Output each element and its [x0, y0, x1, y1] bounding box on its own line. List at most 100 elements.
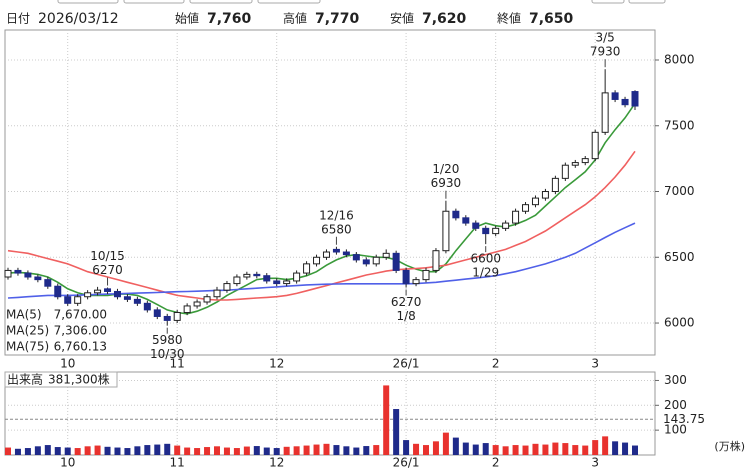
plot: 6000 6500 7000 7500 8000 10 10 11 11 12 12 26/1 26/1… [4, 30, 745, 470]
candle-body [512, 210, 520, 224]
volume-bar [214, 446, 220, 455]
volume-bar [522, 445, 529, 455]
legend-value: 6,760.13 [54, 340, 107, 354]
annotation-value: 6580 [321, 222, 352, 236]
volume-bar [512, 445, 519, 455]
volume-bar [602, 436, 609, 455]
y-tick-label: 6000 [664, 316, 695, 330]
volume-bar [582, 445, 589, 455]
candle-body [64, 296, 72, 304]
volume-bar [283, 446, 290, 455]
x-tick-label: 2 [492, 456, 500, 470]
volume-bar [552, 442, 559, 455]
volume-bar [333, 445, 340, 455]
candle-body [482, 227, 490, 235]
volume-bar [14, 448, 21, 455]
candle-body [472, 222, 480, 229]
candle-body [322, 251, 330, 258]
legend-value: 7,670.00 [54, 308, 107, 322]
candle-body [44, 279, 52, 287]
candle-body [104, 288, 112, 292]
candle-body [233, 276, 241, 285]
volume-bar [432, 441, 439, 455]
price-panel [4, 29, 656, 356]
volume-bar [134, 446, 141, 455]
candle-body [24, 272, 32, 278]
header-value: 7,760 [207, 11, 252, 27]
candle-body [263, 275, 271, 282]
volume-bar [313, 444, 320, 455]
date-label: 日付 [6, 12, 30, 26]
volume-bar [293, 446, 300, 455]
volume-bar [114, 447, 121, 455]
candle-body [203, 296, 211, 303]
header-label: 高値 [283, 11, 307, 26]
candle-body [223, 283, 231, 291]
volume-bar [413, 443, 420, 455]
volume-bar [562, 443, 569, 455]
candle-body [531, 197, 539, 206]
legend-name: MA(5) [6, 308, 42, 322]
annotation-date: 1/20 [432, 162, 459, 176]
volume-bar [204, 447, 211, 455]
candle-body [4, 269, 12, 278]
volume-bar [363, 446, 370, 455]
annotation-value: 6930 [431, 176, 462, 190]
volume-bar [502, 446, 509, 455]
volume-bar [303, 445, 310, 455]
candle-body [34, 276, 42, 281]
x-tick-label: 3 [591, 357, 599, 371]
volume-bar [94, 445, 101, 455]
annotation-date: 3/5 [595, 31, 614, 45]
volume-bar [84, 446, 91, 455]
candle-body [273, 280, 281, 285]
candle-body [382, 252, 390, 258]
volume-bar [253, 446, 260, 455]
volume-bar [353, 447, 360, 455]
volume-bar [442, 432, 449, 455]
candle-body [153, 309, 161, 317]
legend-box [6, 306, 108, 354]
volume-total: 381,300株 [48, 372, 110, 387]
y-tick-label: 7500 [664, 118, 695, 132]
candle-body [342, 251, 350, 256]
header-label: 終値 [497, 11, 521, 26]
candle-body [332, 248, 340, 253]
candle-body [303, 263, 311, 274]
volume-bar [462, 442, 469, 455]
candle-body [601, 92, 609, 133]
x-tick-label: 26/1 [393, 357, 420, 371]
x-tick-label: 11 [170, 456, 185, 470]
volume-bar [34, 446, 41, 455]
volume-bar [592, 440, 599, 455]
volume-bar [223, 447, 230, 455]
candle-body [561, 164, 569, 179]
candle-body [283, 280, 291, 285]
x-tick-label: 2 [492, 357, 500, 371]
volume-bar [472, 444, 479, 455]
x-tick-label: 26/1 [393, 456, 420, 470]
annotation-date: 1/29 [472, 266, 499, 280]
volume-bar [373, 445, 380, 455]
header-value: 7,620 [422, 11, 467, 27]
top-tabs [57, 0, 666, 4]
candle-body [492, 227, 500, 235]
annotation-value: 6270 [391, 295, 422, 309]
ma-line [7, 222, 636, 299]
volume-bar [5, 447, 11, 455]
volume-bar [612, 441, 619, 455]
volume-bar [273, 448, 280, 455]
candle-body [581, 158, 589, 164]
average-label: 143.75 [663, 412, 705, 426]
candle-body [74, 296, 82, 304]
candle-body [14, 269, 22, 274]
candle-body [591, 131, 599, 160]
volume-bar [154, 444, 161, 455]
volume-bar [243, 446, 250, 455]
volume-bar [492, 445, 499, 455]
volume-bar [482, 443, 489, 455]
candle-body [442, 210, 450, 252]
x-tick-label: 10 [60, 456, 75, 470]
volume-bar [104, 446, 111, 455]
volume-bar [144, 445, 151, 455]
